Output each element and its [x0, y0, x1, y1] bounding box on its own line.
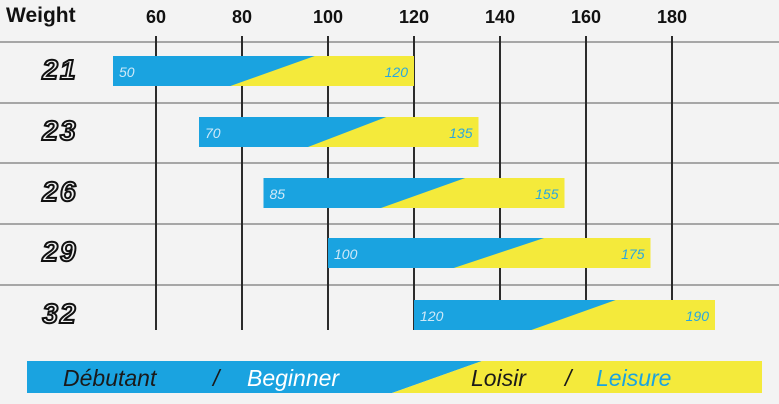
tick-label: 80: [232, 7, 252, 27]
bar-min-label: 70: [205, 125, 221, 141]
tick-label: 160: [571, 7, 601, 27]
range-bar: 100 175: [328, 238, 651, 268]
legend-separator: /: [565, 365, 572, 391]
range-bar: 85 155: [263, 178, 565, 208]
range-bar: 120 190: [414, 300, 715, 330]
tick-label: 60: [146, 7, 166, 27]
bar-min-label: 100: [334, 246, 358, 262]
axis-title: Weight: [6, 4, 76, 27]
tick-label: 120: [399, 7, 429, 27]
category-label: 29: [41, 236, 77, 267]
category-label: 26: [41, 176, 77, 207]
bar-beginner: [328, 238, 545, 268]
bar-max-label: 155: [535, 186, 559, 202]
tick-label: 100: [313, 7, 343, 27]
legend: Débutant / Beginner Loisir / Leisure: [27, 361, 762, 393]
bar-max-label: 120: [385, 64, 409, 80]
bar-min-label: 85: [270, 186, 286, 202]
legend-beginner: Beginner: [247, 365, 340, 391]
range-bar: 50 120: [113, 56, 414, 86]
bar-min-label: 50: [119, 64, 135, 80]
bar-beginner: [263, 178, 466, 208]
legend-loisir: Loisir: [471, 365, 526, 391]
bar-beginner: [414, 300, 616, 330]
category-label: 32: [42, 298, 77, 329]
range-bar: 70 135: [199, 117, 479, 147]
legend-separator: /: [213, 365, 220, 391]
bar-max-label: 175: [621, 246, 645, 262]
tick-label: 140: [485, 7, 515, 27]
bar-max-label: 135: [449, 125, 473, 141]
legend-swatch: [27, 361, 762, 393]
legend-debutant: Débutant: [63, 365, 157, 391]
bar-min-label: 120: [420, 308, 444, 324]
tick-label: 180: [657, 7, 687, 27]
category-label: 23: [41, 115, 77, 146]
bar-max-label: 190: [686, 308, 710, 324]
bar-beginner: [199, 117, 387, 147]
category-label: 21: [41, 54, 77, 85]
legend-leisure: Leisure: [596, 365, 672, 391]
bar-beginner: [113, 56, 315, 86]
